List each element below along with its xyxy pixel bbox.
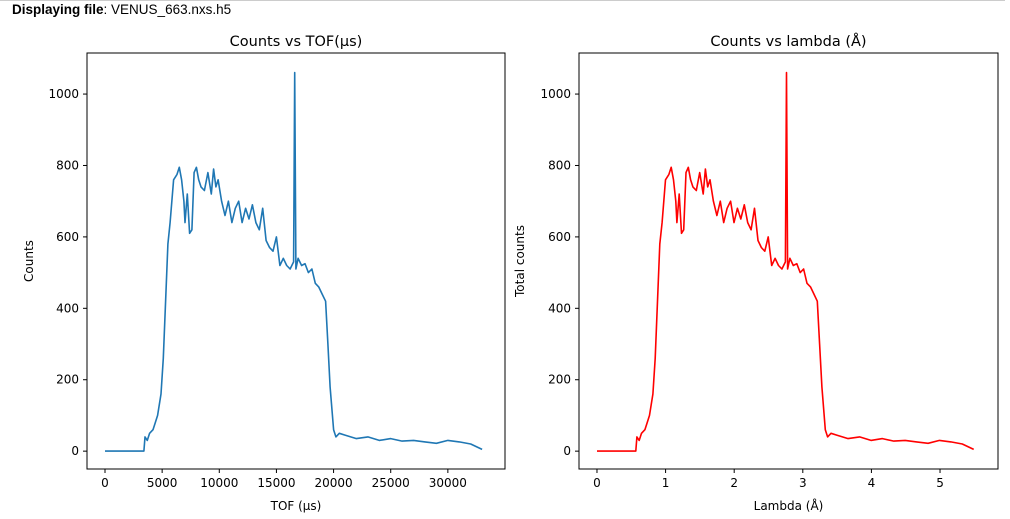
x-axis-label: Lambda (Å) xyxy=(754,498,824,513)
x-tick-label: 0 xyxy=(593,476,601,490)
axes-frame xyxy=(578,52,999,470)
x-tick-label: 3 xyxy=(799,476,807,490)
file-separator: : xyxy=(103,2,112,17)
y-axis-label: Counts xyxy=(22,240,36,282)
data-series-line xyxy=(597,71,975,452)
y-tick-label: 1000 xyxy=(48,87,79,101)
y-tick-label: 0 xyxy=(71,444,79,458)
y-axis-label: Total counts xyxy=(513,225,527,298)
file-header: Displaying file: VENUS_663.nxs.h5 xyxy=(12,2,231,17)
x-tick-label: 20000 xyxy=(314,476,352,490)
x-tick-label: 5000 xyxy=(147,476,178,490)
file-label: Displaying file xyxy=(12,2,104,17)
y-tick-label: 800 xyxy=(548,158,571,172)
x-tick-label: 0 xyxy=(101,476,109,490)
y-tick-label: 600 xyxy=(56,230,79,244)
chart-title: Counts vs TOF(µs) xyxy=(230,34,363,50)
x-tick-label: 1 xyxy=(662,476,670,490)
chart-1: 0 5000 10000 15000 20000 25000 30000 0 200 400 600… xyxy=(22,34,506,513)
chart-title: Counts vs lambda (Å) xyxy=(710,33,866,50)
x-axis-label: TOF (µs) xyxy=(270,499,322,513)
x-tick-label: 15000 xyxy=(257,476,295,490)
y-tick-label: 0 xyxy=(563,444,571,458)
chart-2: 0 1 2 3 4 5 0 200 400 600 800 1000 Counts vs lambda … xyxy=(513,33,999,513)
file-name: VENUS_663.nxs.h5 xyxy=(111,2,232,17)
y-tick-label: 200 xyxy=(548,373,571,387)
x-tick-label: 5 xyxy=(936,476,944,490)
axes-frame xyxy=(86,52,506,470)
y-tick-label: 200 xyxy=(56,373,79,387)
y-tick-label: 600 xyxy=(548,230,571,244)
y-tick-label: 800 xyxy=(56,158,79,172)
y-tick-label: 400 xyxy=(56,301,79,315)
y-tick-label: 400 xyxy=(548,301,571,315)
x-tick-label: 25000 xyxy=(372,476,410,490)
x-tick-label: 30000 xyxy=(429,476,467,490)
y-tick-label: 1000 xyxy=(540,87,571,101)
top-divider xyxy=(0,0,1005,1)
x-tick-label: 10000 xyxy=(200,476,238,490)
x-tick-label: 4 xyxy=(868,476,876,490)
data-series-line xyxy=(105,71,483,452)
x-tick-label: 2 xyxy=(730,476,738,490)
